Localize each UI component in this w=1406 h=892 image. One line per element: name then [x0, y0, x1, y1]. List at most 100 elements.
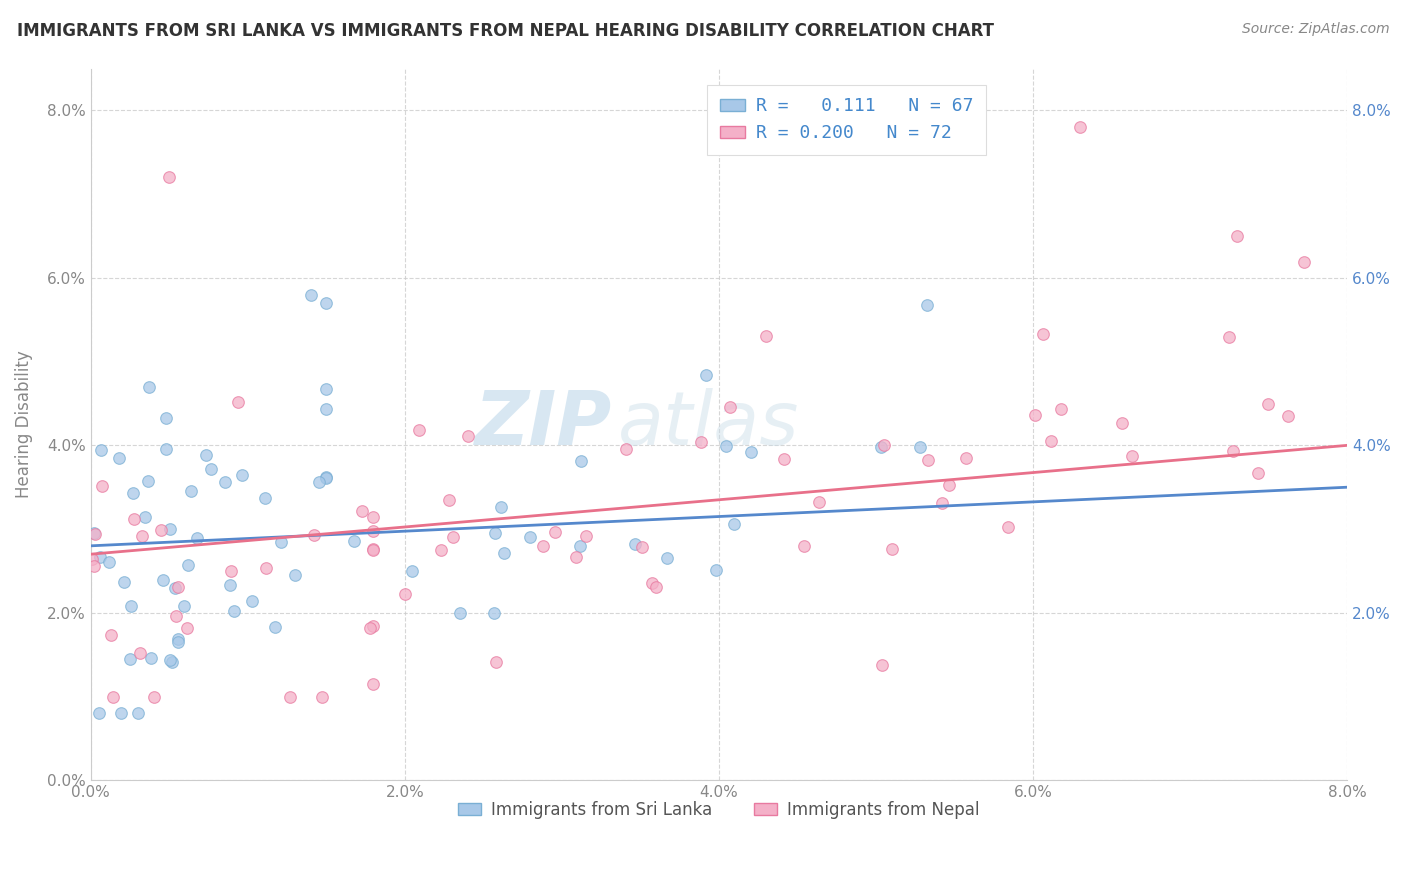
Point — [311, 690, 333, 704]
Point — [917, 452, 939, 467]
Point — [915, 298, 938, 312]
Point — [177, 558, 200, 573]
Point — [142, 690, 165, 704]
Point — [214, 475, 236, 489]
Point — [254, 560, 277, 574]
Point — [83, 525, 105, 540]
Point — [1292, 254, 1315, 268]
Point — [363, 509, 385, 524]
Point — [938, 478, 960, 492]
Point — [131, 529, 153, 543]
Point — [315, 382, 337, 396]
Point — [89, 706, 111, 721]
Point — [284, 568, 307, 582]
Point — [118, 651, 141, 665]
Point — [718, 400, 741, 414]
Point — [1226, 229, 1249, 244]
Point — [228, 394, 250, 409]
Point — [1257, 397, 1279, 411]
Point — [631, 541, 654, 555]
Point — [359, 621, 381, 635]
Point — [772, 451, 794, 466]
Point — [363, 524, 385, 538]
Point — [218, 578, 240, 592]
Point — [231, 467, 253, 482]
Point — [176, 621, 198, 635]
Point — [222, 604, 245, 618]
Text: ZIP: ZIP — [475, 388, 612, 461]
Point — [155, 410, 177, 425]
Point — [110, 706, 132, 721]
Point — [194, 448, 217, 462]
Point — [704, 563, 727, 577]
Point — [167, 632, 190, 647]
Point — [716, 439, 738, 453]
Point — [180, 483, 202, 498]
Point — [482, 606, 505, 620]
Point — [449, 607, 471, 621]
Point — [793, 539, 815, 553]
Point — [363, 619, 385, 633]
Point — [186, 531, 208, 545]
Point — [127, 706, 149, 721]
Point — [908, 441, 931, 455]
Point — [159, 522, 181, 536]
Point — [740, 445, 762, 459]
Point — [401, 564, 423, 578]
Point — [955, 451, 977, 466]
Point — [299, 287, 322, 301]
Point — [278, 690, 301, 704]
Point — [112, 575, 135, 590]
Point — [1024, 408, 1046, 422]
Point — [870, 440, 893, 454]
Point — [457, 429, 479, 443]
Point — [1039, 434, 1062, 448]
Point — [315, 401, 337, 416]
Point — [931, 496, 953, 510]
Point — [1218, 330, 1240, 344]
Point — [441, 530, 464, 544]
Point — [122, 512, 145, 526]
Point — [89, 549, 111, 564]
Point — [254, 491, 277, 505]
Point — [240, 594, 263, 608]
Point — [569, 454, 592, 468]
Point — [616, 442, 638, 456]
Text: Source: ZipAtlas.com: Source: ZipAtlas.com — [1241, 22, 1389, 37]
Point — [83, 558, 105, 573]
Point — [315, 471, 337, 485]
Point — [82, 552, 104, 566]
Point — [157, 170, 180, 185]
Point — [200, 462, 222, 476]
Point — [108, 450, 131, 465]
Point — [645, 580, 668, 594]
Point — [485, 655, 508, 669]
Point — [91, 479, 114, 493]
Text: atlas: atlas — [619, 388, 800, 460]
Point — [408, 424, 430, 438]
Point — [1247, 467, 1270, 481]
Point — [568, 540, 591, 554]
Point — [1111, 416, 1133, 430]
Point — [219, 564, 242, 578]
Point — [308, 475, 330, 490]
Y-axis label: Hearing Disability: Hearing Disability — [15, 351, 32, 499]
Point — [100, 628, 122, 642]
Point — [430, 543, 453, 558]
Point — [165, 608, 187, 623]
Point — [394, 587, 416, 601]
Point — [350, 504, 373, 518]
Point — [136, 475, 159, 489]
Point — [263, 620, 285, 634]
Point — [120, 599, 142, 613]
Point — [623, 536, 645, 550]
Point — [166, 634, 188, 648]
Point — [484, 526, 506, 541]
Point — [1222, 444, 1244, 458]
Point — [97, 555, 120, 569]
Point — [134, 509, 156, 524]
Point — [173, 599, 195, 613]
Point — [160, 655, 183, 669]
Text: IMMIGRANTS FROM SRI LANKA VS IMMIGRANTS FROM NEPAL HEARING DISABILITY CORRELATIO: IMMIGRANTS FROM SRI LANKA VS IMMIGRANTS … — [17, 22, 994, 40]
Point — [494, 546, 516, 560]
